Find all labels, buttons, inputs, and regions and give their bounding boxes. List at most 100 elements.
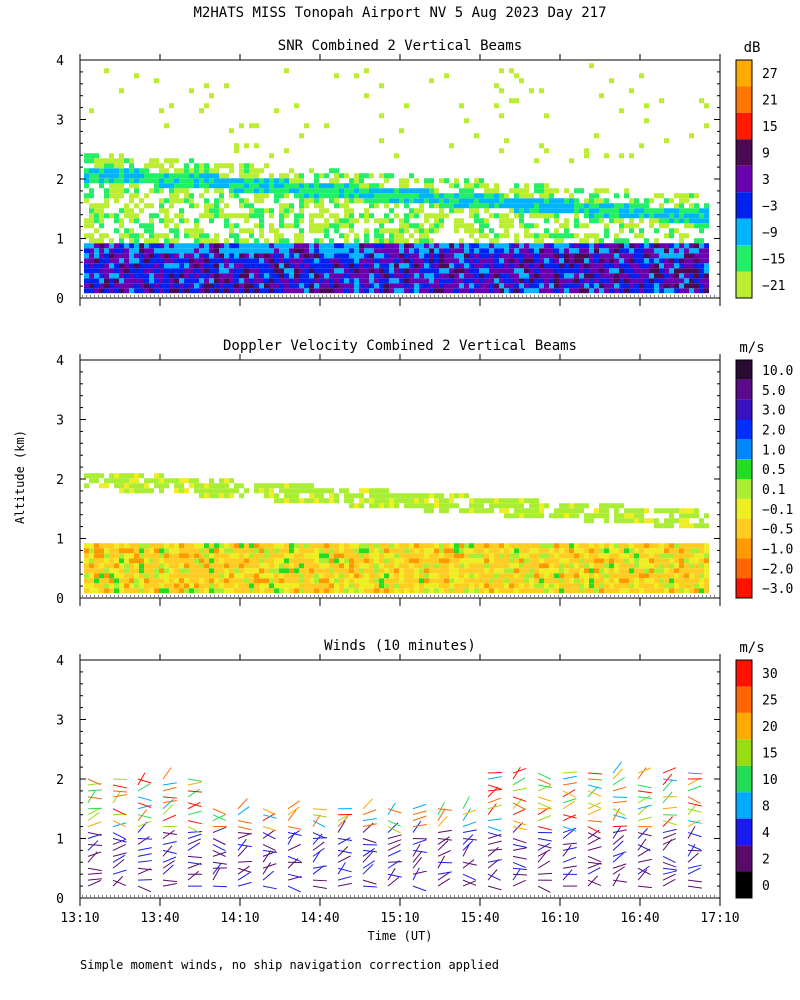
snr-cell — [659, 218, 664, 224]
snr-cell — [614, 268, 619, 274]
snr-cell — [534, 203, 539, 209]
snr-cell — [404, 178, 409, 184]
wind-barb — [187, 833, 202, 839]
doppler-cell — [529, 513, 534, 519]
doppler-cell — [254, 568, 259, 574]
doppler-cell — [614, 548, 619, 554]
snr-cell — [334, 213, 339, 219]
wind-barb — [162, 814, 177, 822]
doppler-cell — [509, 498, 514, 504]
snr-cell — [469, 213, 474, 219]
doppler-cell — [704, 568, 709, 574]
doppler-cell — [504, 558, 509, 564]
doppler-cell — [154, 553, 159, 559]
snr-cell — [224, 283, 229, 289]
doppler-cell — [144, 568, 149, 574]
doppler-cell — [209, 573, 214, 579]
snr-cell — [484, 203, 489, 209]
snr-cell — [354, 258, 359, 264]
snr-cell — [469, 198, 474, 204]
wind-barb — [237, 832, 252, 835]
doppler-cell — [84, 588, 89, 594]
doppler-cell — [369, 578, 374, 584]
doppler-cell — [439, 508, 444, 514]
doppler-cell — [419, 548, 424, 554]
snr-cell — [189, 273, 194, 279]
wind-barb — [387, 820, 402, 827]
wind-barb — [362, 817, 377, 822]
doppler-cell — [379, 578, 384, 584]
doppler-cell — [149, 583, 154, 589]
wind-barb — [112, 859, 125, 869]
snr-cell — [89, 268, 94, 274]
doppler-cell — [424, 543, 429, 549]
snr-cell — [284, 253, 289, 259]
snr-cell — [564, 263, 569, 269]
snr-cell — [114, 168, 119, 174]
doppler-cell — [284, 493, 289, 499]
snr-cell — [534, 188, 539, 194]
wind-barb — [612, 808, 626, 816]
snr-cell — [279, 183, 284, 189]
doppler-cell — [294, 588, 299, 594]
snr-cell — [694, 193, 699, 199]
doppler-cell — [289, 578, 294, 584]
snr-cell — [99, 268, 104, 274]
snr-cell — [424, 268, 429, 274]
doppler-cell — [404, 503, 409, 509]
snr-cell — [479, 278, 484, 284]
snr-cell — [209, 263, 214, 269]
snr-cell — [364, 243, 369, 249]
snr-cell — [134, 178, 139, 184]
wind-barb — [487, 776, 502, 780]
doppler-cell — [684, 548, 689, 554]
snr-cell — [404, 198, 409, 204]
doppler-cell — [699, 558, 704, 564]
doppler-cell — [229, 478, 234, 484]
snr-cell — [279, 273, 284, 279]
snr-cell — [644, 103, 649, 109]
snr-cell — [144, 288, 149, 294]
snr-cell — [134, 253, 139, 259]
snr-cell — [369, 248, 374, 254]
snr-cell — [559, 208, 564, 214]
colorbar-label: 10 — [762, 773, 778, 788]
wind-barb — [687, 808, 702, 813]
snr-cell — [369, 213, 374, 219]
snr-cell — [124, 203, 129, 209]
snr-cell — [279, 173, 284, 179]
doppler-cell — [259, 578, 264, 584]
snr-cell — [204, 83, 209, 89]
snr-cell — [584, 268, 589, 274]
snr-cell — [139, 168, 144, 174]
wind-barb — [587, 786, 599, 798]
snr-cell — [149, 173, 154, 179]
snr-cell — [704, 203, 709, 209]
doppler-cell — [419, 563, 424, 569]
doppler-cell — [394, 588, 399, 594]
snr-cell — [374, 243, 379, 249]
doppler-cell — [449, 503, 454, 509]
snr-cell — [534, 258, 539, 264]
doppler-cell — [679, 588, 684, 594]
doppler-cell — [139, 573, 144, 579]
snr-cell — [349, 283, 354, 289]
doppler-cell — [444, 578, 449, 584]
snr-cell — [269, 208, 274, 214]
snr-cell — [389, 218, 394, 224]
wind-barb — [487, 804, 502, 810]
doppler-cell — [169, 563, 174, 569]
snr-cell — [354, 283, 359, 289]
doppler-cell — [414, 543, 419, 549]
doppler-cell — [374, 578, 379, 584]
snr-cell — [664, 248, 669, 254]
snr-cell — [619, 258, 624, 264]
snr-cell — [144, 283, 149, 289]
doppler-cell — [599, 503, 604, 509]
snr-cell — [384, 193, 389, 199]
snr-cell — [324, 173, 329, 179]
doppler-cell — [269, 563, 274, 569]
doppler-cell — [194, 553, 199, 559]
doppler-cell — [139, 558, 144, 564]
doppler-cell — [114, 473, 119, 479]
